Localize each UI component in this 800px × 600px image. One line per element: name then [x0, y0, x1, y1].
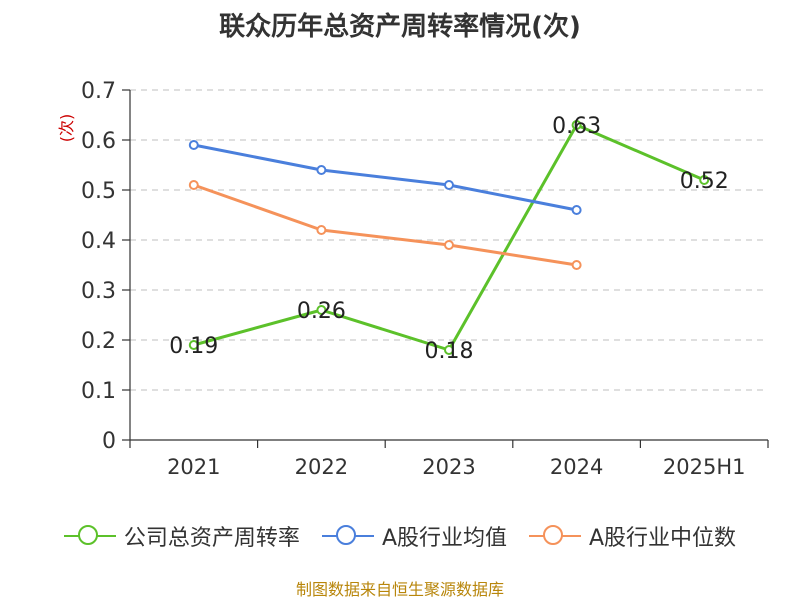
x-tick-label-2021: 2021 [167, 455, 220, 479]
legend-swatch-industry-mean [321, 524, 374, 548]
y-tick-label-7: 0.7 [81, 79, 116, 104]
y-tick-label-5: 0.5 [81, 179, 116, 204]
data-label-2023: 0.18 [425, 339, 474, 364]
axes [122, 89, 769, 448]
legend-item-industry-median[interactable]: A股行业中位数 [529, 520, 736, 552]
y-axis-label: (次) [57, 114, 76, 143]
x-tick-label-2023: 2023 [422, 455, 475, 479]
series-0-point-2025H1 [699, 175, 710, 185]
y-tick-label-1: 0.1 [81, 379, 116, 404]
legend: 公司总资产周转率 A股行业均值 A股行业中位数 [0, 520, 800, 552]
data-label-2025H1: 0.52 [680, 169, 729, 194]
y-tick-label-4: 0.4 [81, 229, 116, 254]
legend-swatch-industry-median [529, 524, 581, 548]
x-tick-label-2022: 2022 [295, 455, 348, 479]
data-label-2024: 0.63 [552, 114, 601, 139]
series-0-point-2024 [571, 120, 582, 130]
series-1-point-2021 [188, 140, 199, 150]
legend-label-company: 公司总资产周转率 [123, 526, 300, 551]
y-tick-label-3: 0.3 [81, 279, 116, 304]
series-1-point-2023 [444, 180, 454, 190]
series-2-point-2023 [444, 240, 454, 250]
series-0-point-2022 [316, 305, 327, 315]
data-source-note: 制图数据来自恒生聚源数据库 [295, 580, 504, 599]
series-line-2 [193, 183, 577, 267]
data-label-2022: 0.26 [297, 299, 346, 324]
y-tick-label-0: 0 [102, 429, 116, 454]
series-2-point-2021 [188, 180, 199, 190]
data-labels: 0.19 0.26 0.18 0.63 0.52 [169, 114, 728, 364]
y-tick-labels: 0 0.1 0.2 0.3 0.4 0.5 0.6 0.7 [81, 79, 116, 454]
series-0-point-2023 [444, 345, 454, 355]
chart-title: 联众历年总资产周转率情况(次) [219, 12, 581, 42]
y-tick-label-2: 0.2 [81, 329, 116, 354]
series-lines [188, 120, 710, 355]
series-0-point-2021 [188, 340, 199, 350]
legend-label-industry-mean: A股行业均值 [381, 526, 507, 551]
x-tick-labels: 2021 2022 2023 2024 2025H1 [167, 455, 745, 479]
y-tick-label-6: 0.6 [81, 129, 116, 154]
legend-swatch-company [63, 524, 116, 548]
series-line-1 [193, 143, 577, 212]
data-label-2021: 0.19 [169, 334, 218, 359]
legend-item-company[interactable]: 公司总资产周转率 [63, 520, 300, 552]
series-2-point-2022 [316, 225, 327, 235]
legend-label-industry-median: A股行业中位数 [589, 526, 737, 551]
series-1-point-2022 [316, 165, 327, 175]
x-tick-label-2024: 2024 [550, 455, 603, 479]
x-tick-label-2025H1: 2025H1 [663, 455, 746, 479]
series-1-point-2024 [571, 205, 582, 215]
legend-item-industry-mean[interactable]: A股行业均值 [321, 520, 507, 552]
series-2-point-2024 [571, 260, 582, 270]
